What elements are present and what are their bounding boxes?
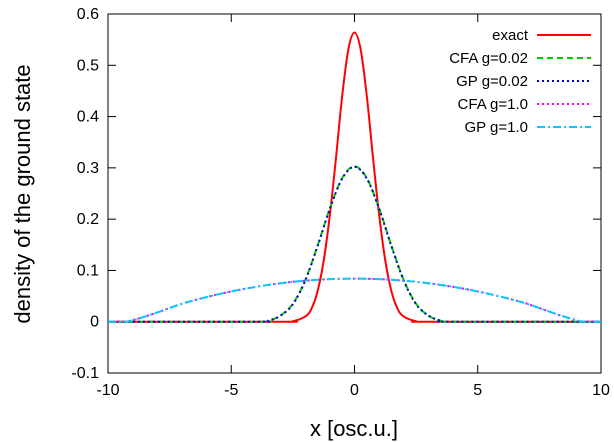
x-axis-label: x [osc.u.] <box>310 416 398 441</box>
series-line-2 <box>107 165 602 323</box>
series-line-4 <box>107 277 602 323</box>
y-tick-label: 0.5 <box>77 57 99 74</box>
x-tick-label: 0 <box>350 382 359 399</box>
y-tick-label: -0.1 <box>71 365 99 382</box>
x-tick-labels: -10 -5 0 5 10 <box>96 382 610 399</box>
y-tick-label: 0 <box>90 314 99 331</box>
x-tick-label: 5 <box>473 382 482 399</box>
y-tick-label: 0.3 <box>77 160 99 177</box>
legend: exact CFA g=0.02 GP g=0.02 CFA g=1.0 GP g=1.… <box>449 27 591 136</box>
plot-frame <box>107 13 602 374</box>
y-tick-label: 0.6 <box>77 6 99 23</box>
series-layer <box>107 31 602 323</box>
tick-marks <box>107 13 602 374</box>
y-tick-label: 0.2 <box>77 211 99 228</box>
y-tick-labels: -0.1 0 0.1 0.2 0.3 0.4 0.5 0.6 <box>71 6 99 382</box>
legend-label: CFA g=0.02 <box>449 50 528 67</box>
legend-label: CFA g=1.0 <box>458 96 528 113</box>
y-axis-label: density of the ground state <box>10 64 35 323</box>
series-line-3 <box>107 277 602 323</box>
x-tick-label: 10 <box>592 382 610 399</box>
legend-label: GP g=1.0 <box>464 119 528 136</box>
y-tick-label: 0.1 <box>77 262 99 279</box>
legend-label: exact <box>492 27 529 44</box>
y-tick-label: 0.4 <box>77 109 99 126</box>
series-line-1 <box>107 165 602 323</box>
x-tick-label: -10 <box>96 382 119 399</box>
series-line-0 <box>107 31 602 323</box>
x-tick-label: -5 <box>224 382 238 399</box>
legend-label: GP g=0.02 <box>456 73 528 90</box>
